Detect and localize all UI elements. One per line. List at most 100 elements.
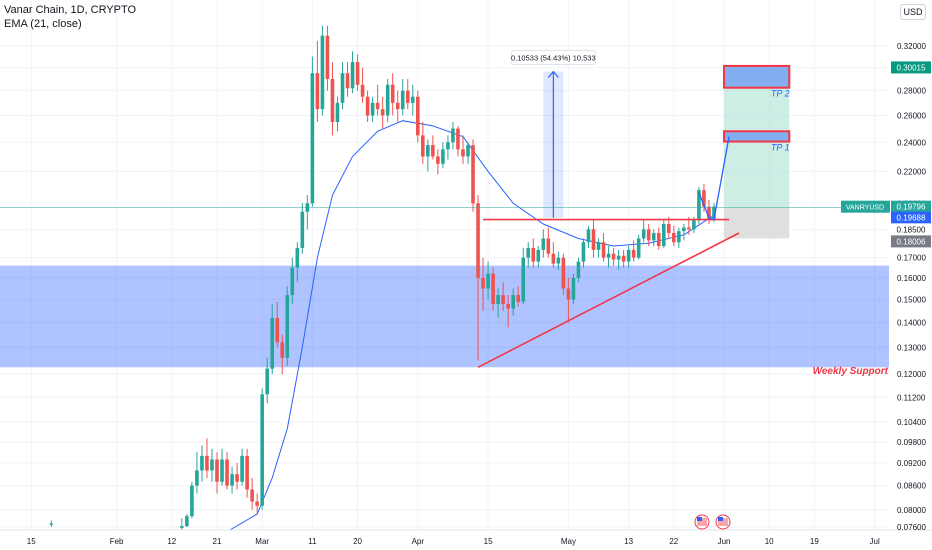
price-tag-label: 0.18500 [897, 225, 926, 234]
weekly-support-zone[interactable] [0, 265, 889, 368]
candle [180, 518, 184, 531]
time-tick-label: Jul [870, 537, 880, 546]
candle [491, 267, 495, 311]
candle [190, 481, 194, 519]
candle [571, 273, 576, 305]
candle-body [576, 261, 581, 278]
price-tick-label: 0.14000 [897, 319, 926, 328]
candle-body [712, 206, 716, 219]
price-tag-target: 0.30015 [891, 61, 931, 74]
candle-body [506, 304, 510, 309]
price-tick-label: 0.10400 [897, 418, 926, 427]
price-tag-label: 0.18006 [897, 237, 926, 246]
candle [300, 203, 305, 254]
candle [496, 288, 500, 318]
candle [385, 78, 390, 122]
candle-body [581, 242, 586, 262]
candle [471, 139, 475, 212]
candle [581, 238, 586, 268]
symbol-tag-label: VANRYUSD [846, 205, 884, 212]
currency-button[interactable]: USD [900, 4, 926, 20]
candle-body [265, 368, 269, 395]
candle [541, 229, 546, 258]
candle [677, 227, 681, 248]
candle [330, 62, 335, 136]
candle-body [546, 238, 551, 254]
candle [220, 448, 224, 486]
candle [305, 194, 310, 230]
candle-body [405, 90, 410, 103]
candle-body [441, 149, 445, 164]
candle [481, 257, 485, 311]
candle [400, 78, 405, 116]
candle-body [707, 206, 711, 219]
candle-body [300, 211, 305, 248]
candle-body [335, 102, 340, 122]
take-profit-zone[interactable] [724, 67, 790, 208]
drawings-group[interactable]: TP 1 TP 2 Weekly Support 0.10533 (54.43%… [0, 50, 889, 377]
event-flags[interactable] [694, 514, 731, 530]
candle [240, 448, 244, 486]
stop-loss-zone[interactable] [724, 207, 790, 239]
candle [641, 220, 646, 243]
indicator-label: EMA (21, close) [4, 18, 82, 30]
candle [611, 247, 616, 266]
candle-body [651, 232, 656, 241]
candle-body [200, 455, 204, 471]
candle [516, 286, 520, 307]
price-tag-bg [891, 61, 931, 74]
candle-body [260, 394, 264, 506]
price-tick-label: 0.28000 [897, 87, 926, 96]
weekly-support-label: Weekly Support [813, 366, 889, 377]
candle-body [225, 459, 229, 486]
candle-body [667, 223, 671, 233]
ascending-trendline[interactable] [477, 232, 740, 368]
candle [466, 142, 470, 164]
candle [672, 225, 676, 247]
candle [636, 234, 641, 260]
candle [395, 90, 400, 122]
candle-body [360, 84, 365, 97]
price-tick-label: 0.16000 [897, 274, 926, 283]
candle [596, 238, 601, 258]
candle-body [682, 227, 686, 232]
candle [526, 242, 531, 268]
us-event-flag-icon[interactable] [715, 514, 731, 530]
candle-body [672, 232, 676, 243]
candle-body [345, 73, 350, 89]
candle [682, 223, 686, 241]
candle-body [631, 249, 636, 258]
tp2-box[interactable] [723, 64, 791, 89]
us-event-flag-icon[interactable] [694, 514, 710, 530]
candle [416, 90, 420, 143]
candle [546, 227, 551, 258]
candle-body [471, 145, 475, 204]
price-tag-last: VANRYUSD 0.19796 [841, 200, 931, 213]
time-axis[interactable]: 15Feb1221Mar1120Apr15May1322Jun1019Jul15 [27, 537, 932, 546]
candle [230, 466, 234, 494]
candle [606, 246, 611, 268]
candle [205, 438, 209, 478]
candle [626, 246, 631, 268]
time-tick-label: Jun [718, 537, 731, 546]
price-tag-label: 0.19688 [897, 214, 926, 223]
price-axis[interactable]: 0.320000.300000.280000.260000.240000.220… [897, 42, 926, 532]
candle-body [285, 295, 290, 358]
price-tick-label: 0.26000 [897, 111, 926, 120]
candle-body [511, 295, 515, 309]
tp1-box[interactable] [723, 130, 791, 143]
candle [375, 84, 380, 116]
time-tick-label: Apr [412, 537, 425, 546]
candle-body [461, 149, 465, 157]
price-tag-bg [891, 223, 931, 236]
time-tick-label: 10 [765, 537, 774, 546]
price-tick-label: 0.07600 [897, 523, 926, 532]
price-tick-label: 0.22000 [897, 167, 926, 176]
candle [421, 121, 425, 164]
candle-body [661, 223, 666, 247]
candle [616, 249, 621, 270]
candle-body [380, 109, 385, 116]
candle-body [551, 253, 556, 264]
